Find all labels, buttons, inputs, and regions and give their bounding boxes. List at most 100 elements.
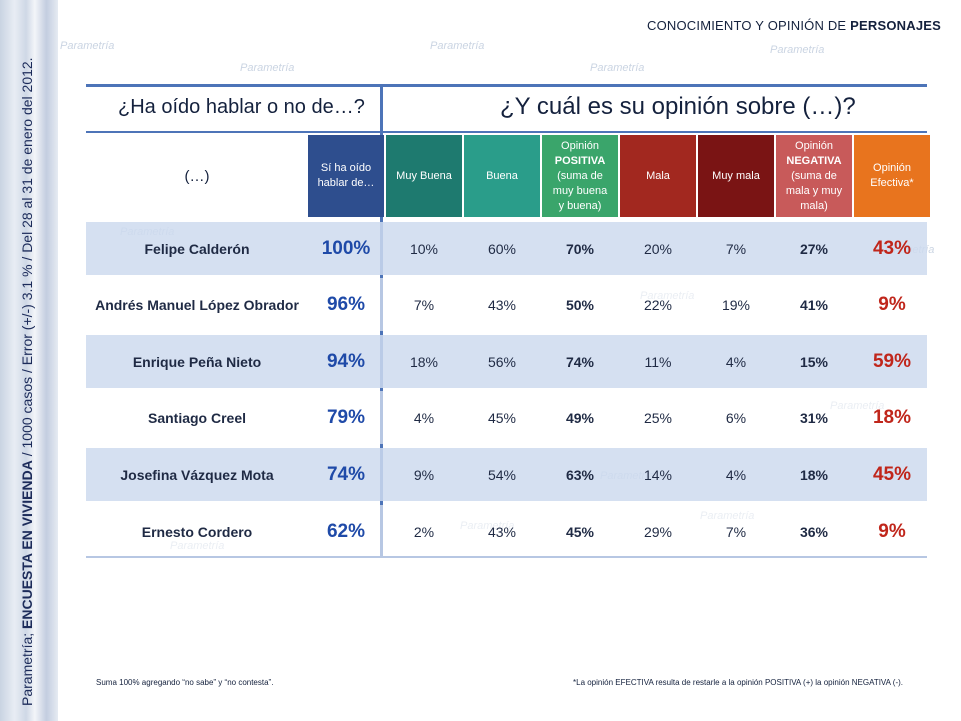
cell-muy_mala: 4% [725, 353, 747, 370]
cell-muy_buena: 18% [409, 353, 439, 370]
row-name: Andrés Manuel López Obrador [95, 296, 299, 313]
sidebar-suffix: / 1000 casos / Error (+/-) 3.1 % / Del 2… [19, 57, 35, 461]
watermark-text: Parametría [240, 62, 295, 74]
table-row: Andrés Manuel López Obrador 96% 7% 43% 50% 22… [86, 278, 927, 331]
watermark-text: Parametría [590, 62, 645, 74]
footnote-left: Suma 100% agregando “no sabe” y “no cont… [96, 678, 274, 687]
column-header-buena: Buena [464, 135, 540, 217]
table-row: Enrique Peña Nieto 94% 18% 56% 74% 11% 4% 15% 59… [86, 335, 927, 388]
watermark-text: Parametría [430, 40, 485, 52]
column-header-line: mala) [800, 199, 828, 212]
cell-buena: 45% [487, 409, 517, 426]
cell-muy_mala: 19% [721, 296, 751, 313]
cell-aware: 74% [326, 463, 366, 485]
cell-positiva: 50% [565, 296, 595, 313]
cell-negativa: 41% [799, 296, 829, 313]
cell-muy_mala: 6% [725, 409, 747, 426]
cell-aware: 96% [326, 293, 366, 315]
table-row: Ernesto Cordero 62% 2% 43% 45% 29% 7% 36% 9% [86, 505, 927, 558]
column-header-line: Sí ha oído [320, 162, 372, 174]
cell-muy_buena: 2% [413, 523, 435, 540]
cell-mala: 22% [643, 296, 673, 313]
column-header-line: y buena) [558, 199, 602, 212]
question-awareness: ¿Ha oído hablar o no de…? [118, 96, 365, 118]
watermark-text: Parametría [770, 44, 825, 56]
page-title: CONOCIMIENTO Y OPINIÓN DE PERSONAJES [647, 18, 941, 33]
row-name: Felipe Calderón [144, 240, 250, 257]
page-title-normal: CONOCIMIENTO Y OPINIÓN DE [647, 18, 851, 33]
cell-aware: 94% [326, 350, 366, 372]
cell-efectiva: 9% [878, 520, 906, 542]
row-name: Josefina Vázquez Mota [120, 466, 274, 483]
column-header-line: Mala [646, 169, 670, 182]
cell-efectiva: 18% [872, 406, 912, 428]
cell-negativa: 27% [799, 240, 829, 257]
table-row: Santiago Creel 79% 4% 45% 49% 25% 6% 31% 18% [86, 391, 927, 444]
footnote-right: *La opinión EFECTIVA resulta de restarle… [573, 678, 904, 687]
row-name: Enrique Peña Nieto [132, 353, 262, 370]
column-header-line: Opinión [873, 162, 911, 174]
cell-buena: 56% [487, 353, 517, 370]
frame-mid-line [86, 131, 927, 133]
column-header-line: POSITIVA [554, 154, 606, 167]
column-header-line: (suma de [557, 169, 603, 182]
cell-buena: 54% [487, 466, 517, 483]
column-header-line: Opinión [561, 139, 599, 152]
table-row: Felipe Calderón 100% 10% 60% 70% 20% 7% 27% 43% [86, 222, 927, 275]
cell-efectiva: 45% [872, 463, 912, 485]
sidebar-survey: ENCUESTA EN VIVIENDA [19, 460, 35, 629]
watermark-text: Parametría [60, 40, 115, 52]
column-header-positiva: Opinión POSITIVA (suma de muy buena y buena) [542, 135, 618, 217]
cell-buena: 60% [487, 240, 517, 257]
cell-muy_buena: 10% [409, 240, 439, 257]
table-row: Josefina Vázquez Mota 74% 9% 54% 63% 14% 4% 18%… [86, 448, 927, 501]
column-header-aware: Sí ha oído hablar de… [308, 135, 384, 217]
column-header-line: hablar de… [317, 177, 375, 189]
frame-top-line [86, 84, 927, 87]
sidebar-prefix: Parametría; [19, 628, 35, 706]
row-name: Santiago Creel [147, 409, 247, 426]
cell-buena: 43% [487, 296, 517, 313]
column-header-mala: Mala [620, 135, 696, 217]
question-opinion: ¿Y cuál es su opinión sobre (…)? [500, 93, 856, 120]
column-header-line: NEGATIVA [786, 154, 842, 167]
cell-muy_mala: 7% [725, 523, 747, 540]
cell-aware: 100% [321, 237, 371, 259]
cell-muy_mala: 4% [725, 466, 747, 483]
sidebar-banner: Parametría; ENCUESTA EN VIVIENDA / 1000 … [0, 0, 58, 721]
cell-muy_buena: 9% [413, 466, 435, 483]
column-header-negativa: Opinión NEGATIVA (suma de mala y muy mala) [776, 135, 852, 217]
cell-positiva: 63% [565, 466, 595, 483]
cell-aware: 79% [326, 406, 366, 428]
cell-negativa: 18% [799, 466, 829, 483]
persona-column-header: (…) [86, 135, 308, 217]
cell-mala: 29% [643, 523, 673, 540]
cell-muy_mala: 7% [725, 240, 747, 257]
page-title-bold: PERSONAJES [850, 18, 941, 33]
cell-aware: 62% [326, 520, 366, 542]
column-header-line: (suma de [791, 169, 837, 182]
column-header-line: Opinión [795, 139, 833, 152]
cell-mala: 25% [643, 409, 673, 426]
cell-mala: 20% [643, 240, 673, 257]
cell-efectiva: 9% [878, 293, 906, 315]
cell-positiva: 49% [565, 409, 595, 426]
cell-negativa: 36% [799, 523, 829, 540]
column-header-muy_buena: Muy Buena [386, 135, 462, 217]
survey-methodology-note: Parametría; ENCUESTA EN VIVIENDA / 1000 … [19, 6, 35, 706]
cell-efectiva: 43% [872, 237, 912, 259]
column-header-muy_mala: Muy mala [698, 135, 774, 217]
cell-negativa: 31% [799, 409, 829, 426]
cell-positiva: 45% [565, 523, 595, 540]
cell-buena: 43% [487, 523, 517, 540]
column-header-line: Efectiva* [870, 177, 914, 189]
cell-efectiva: 59% [872, 350, 912, 372]
cell-muy_buena: 7% [413, 296, 435, 313]
cell-mala: 14% [643, 466, 673, 483]
cell-muy_buena: 4% [413, 409, 435, 426]
column-header-line: Muy Buena [396, 169, 452, 182]
column-header-line: Buena [486, 169, 518, 182]
row-name: Ernesto Cordero [141, 523, 253, 540]
cell-positiva: 74% [565, 353, 595, 370]
cell-positiva: 70% [565, 240, 595, 257]
